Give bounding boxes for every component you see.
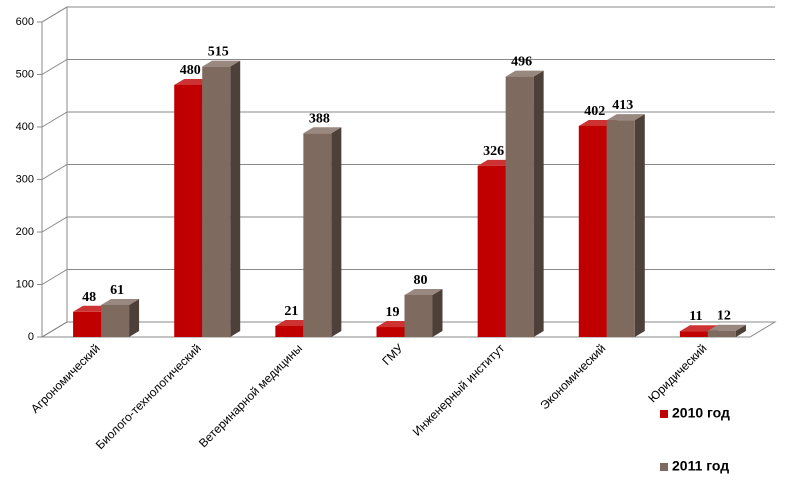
grid-line bbox=[41, 111, 775, 128]
x-tick-label: Ветеринарной медицины bbox=[196, 341, 305, 450]
grid-line bbox=[41, 59, 775, 75]
bar-top bbox=[606, 114, 645, 121]
value-label: 480 bbox=[180, 63, 201, 78]
value-label: 12 bbox=[717, 309, 731, 324]
bar bbox=[303, 133, 332, 337]
y-tick-label: 600 bbox=[16, 16, 34, 28]
bar bbox=[174, 85, 203, 337]
legend-swatch bbox=[660, 463, 668, 471]
bar bbox=[606, 120, 635, 337]
bar-side bbox=[432, 289, 443, 337]
value-label: 80 bbox=[414, 273, 428, 288]
value-label: 326 bbox=[483, 144, 504, 159]
legend-swatch bbox=[660, 410, 668, 418]
value-label: 21 bbox=[284, 304, 298, 319]
value-label: 48 bbox=[82, 290, 96, 305]
y-tick-label: 300 bbox=[16, 173, 34, 185]
bar-top bbox=[101, 298, 140, 305]
grid-line bbox=[41, 6, 775, 23]
bar-top bbox=[505, 70, 544, 77]
bar-top bbox=[303, 127, 342, 134]
bar-top bbox=[679, 325, 718, 332]
x-tick-label: Биолого-технологический bbox=[93, 341, 204, 452]
x-tick-label: Агрономический bbox=[28, 341, 103, 416]
x-tick-label: Экономический bbox=[537, 341, 608, 412]
bar bbox=[707, 330, 736, 337]
y-tick-label: 0 bbox=[28, 331, 34, 343]
y-tick-label: 400 bbox=[16, 121, 34, 133]
bar bbox=[505, 76, 534, 337]
bar bbox=[376, 327, 405, 337]
bar bbox=[477, 165, 506, 337]
bar-side bbox=[230, 60, 241, 337]
value-label: 388 bbox=[309, 111, 330, 126]
bar-side bbox=[533, 70, 544, 337]
bar bbox=[578, 125, 607, 337]
bar-side bbox=[735, 324, 746, 337]
value-label: 19 bbox=[386, 305, 400, 320]
bar bbox=[275, 325, 304, 337]
bar-side bbox=[331, 127, 342, 337]
value-label: 413 bbox=[612, 98, 633, 113]
value-label: 515 bbox=[208, 45, 229, 60]
value-label: 61 bbox=[110, 283, 124, 298]
bar-top bbox=[707, 324, 746, 331]
bar-top bbox=[404, 289, 443, 295]
bar-side bbox=[634, 114, 645, 337]
legend-label: 2010 год bbox=[672, 405, 730, 421]
y-tick-label: 500 bbox=[16, 68, 34, 80]
grid-line bbox=[41, 216, 775, 233]
x-tick-label: Юридический bbox=[645, 341, 709, 405]
x-tick-label: ГМУ bbox=[379, 341, 406, 368]
bar bbox=[101, 304, 130, 337]
y-tick-label: 100 bbox=[16, 278, 34, 290]
y-tick-label: 200 bbox=[16, 226, 34, 238]
value-label: 402 bbox=[584, 104, 605, 119]
grid-line bbox=[41, 269, 775, 285]
bar bbox=[202, 66, 231, 337]
bar bbox=[679, 331, 708, 337]
bar-top bbox=[202, 60, 241, 67]
legend-label: 2011 год bbox=[672, 458, 729, 474]
bar bbox=[404, 295, 433, 337]
bar-side bbox=[129, 298, 140, 337]
value-label: 11 bbox=[689, 309, 702, 324]
x-tick-label: Инженерный институт bbox=[410, 341, 508, 439]
bar bbox=[73, 311, 102, 337]
grid-line bbox=[41, 164, 775, 180]
value-label: 496 bbox=[511, 55, 532, 70]
